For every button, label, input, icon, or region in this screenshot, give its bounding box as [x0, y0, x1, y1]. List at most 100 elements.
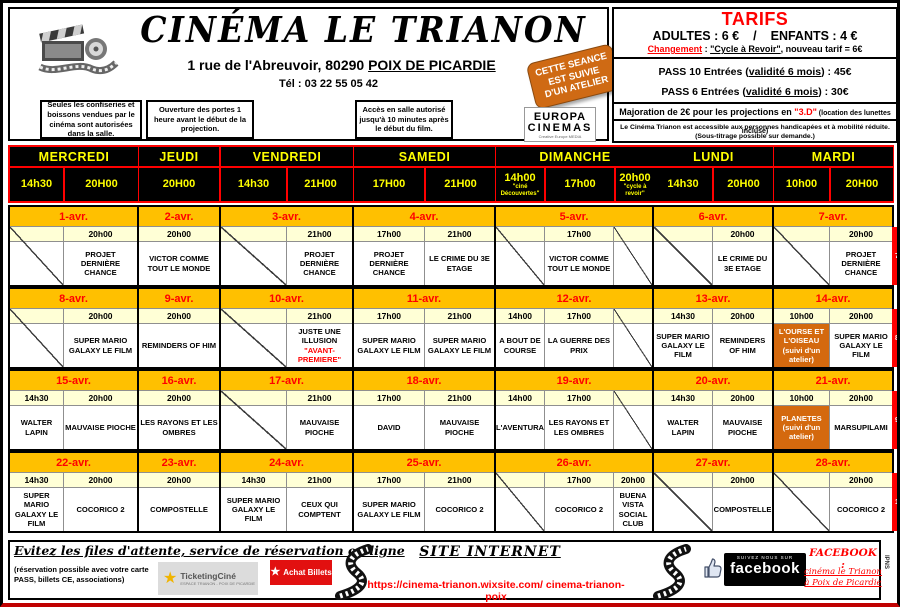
- day-column: 22-avr. 14h30 SUPER MARIO GALAXY LE FILM 20…: [10, 453, 137, 531]
- date-cell: 18-avr.: [354, 371, 494, 390]
- day-column: 26-avr. 17h00 COCORICO 2 20h00 BUENA VISTA S…: [496, 453, 652, 531]
- day-time-cell: 14h30: [10, 168, 63, 201]
- day-name: MERCREDI: [10, 147, 138, 166]
- empty-slot-diagonal: [221, 391, 286, 449]
- achat-billets-button[interactable]: ★ Achat Billets: [270, 560, 332, 585]
- film-cell: SUPER MARIO GALAXY LE FILM: [10, 488, 63, 531]
- time-cell: 21h00: [287, 473, 352, 487]
- time-cell: 14h30: [10, 473, 63, 487]
- majoration-note: (location des lunettes incluse): [741, 110, 891, 135]
- tarifs-children: ENFANTS : 4 €: [770, 29, 858, 43]
- empty-slot-diagonal: [774, 473, 829, 531]
- empty-slot-diagonal: [10, 227, 63, 285]
- date-cell: 7-avr.: [774, 207, 892, 226]
- date-cell: 27-avr.: [654, 453, 772, 472]
- time-cell: 20h00: [64, 227, 137, 241]
- changement-rest: , nouveau tarif = 6€: [780, 44, 863, 54]
- film-cell: PLANETES (suivi d'un atelier): [774, 406, 829, 449]
- film-cell: LE CRIME DU 3E ETAGE: [713, 242, 772, 285]
- empty-slot-diagonal: [221, 309, 286, 367]
- day-name: MARDI: [774, 147, 893, 166]
- day-column: 13-avr. 14h30 SUPER MARIO GALAXY LE FILM 20…: [654, 289, 772, 367]
- ticketing-subtext: ESPACE TRIANON - POIX DE PICARDIE: [180, 581, 256, 587]
- site-url-link[interactable]: https://cinema-trianon.wixsite.com/ cine…: [367, 579, 625, 603]
- week-row: 8-avr. 20h00 SUPER MARIO GALAXY LE FILM 9-a…: [8, 287, 894, 369]
- day-column: 24-avr. 14h30 SUPER MARIO GALAXY LE FILM 21…: [221, 453, 352, 531]
- date-cell: 19-avr.: [496, 371, 652, 390]
- ticketing-name: TicketingCiné: [180, 570, 236, 581]
- tarifs-changement-line: Changement : "Cycle à Revoir", nouveau t…: [614, 43, 896, 55]
- date-cell: 20-avr.: [654, 371, 772, 390]
- page-title: CINÉMA LE TRIANON: [140, 8, 587, 51]
- time-cell: 17h00: [545, 309, 613, 323]
- schedule-weeks: 1-avr. 20h00 PROJET DERNIÈRE CHANCE 2-avr. 2…: [8, 205, 894, 533]
- day-column: 6-avr. 20h00 LE CRIME DU 3E ETAGE: [654, 207, 772, 285]
- day-column: 21-avr. 10h00 PLANETES (suivi d'un atelier)…: [774, 371, 892, 449]
- time-cell: 21h00: [425, 227, 494, 241]
- time-cell: 20h00: [139, 227, 219, 241]
- time-cell: 10h00: [774, 309, 829, 323]
- week-number-tab: 8: [892, 309, 897, 367]
- reservation-note: (réservation possible avec votre carte P…: [14, 565, 149, 585]
- header-box: CINÉMA LE TRIANON 1 rue de l'Abreuvoir, …: [8, 7, 609, 141]
- date-cell: 23-avr.: [139, 453, 219, 472]
- time-cell: 20h00: [830, 227, 892, 241]
- filmstrip-icon: [650, 544, 694, 603]
- tarifs-adults: ADULTES : 6 €: [652, 29, 740, 43]
- time-cell: 20h00: [830, 309, 892, 323]
- time-cell: 21h00: [425, 473, 494, 487]
- film-cell: SUPER MARIO GALAXY LE FILM: [654, 324, 712, 367]
- film-cell: REMINDERS OF HIM: [713, 324, 772, 367]
- time-cell: 17h00: [545, 227, 613, 241]
- day-time-cell: 14h30: [654, 168, 712, 201]
- day-column: 23-avr. 20h00 COMPOSTELLE: [139, 453, 219, 531]
- tarifs-row-accessibility: Le Cinéma Trianon est accessible aux per…: [620, 124, 890, 141]
- date-cell: 26-avr.: [496, 453, 652, 472]
- day-time-cell: 17h00: [546, 168, 614, 201]
- week-number-tab: 1: [892, 473, 897, 531]
- facebook-badge[interactable]: SUIVEZ NOUS SUR facebook: [724, 553, 806, 586]
- date-cell: 15-avr.: [10, 371, 137, 390]
- film-cell: CEUX QUI COMPTENT: [287, 488, 352, 531]
- time-cell: 20h00: [64, 309, 137, 323]
- pass10-a: PASS 10 Entrées (: [658, 66, 749, 78]
- date-cell: 11-avr.: [354, 289, 494, 308]
- film-cell: PROJET DERNIÈRE CHANCE: [287, 242, 352, 285]
- facebook-label: FACEBOOK :: [809, 547, 877, 571]
- day-header-samedi: SAMEDI 17H00 21H00: [354, 147, 495, 201]
- film-cell: DAVID: [354, 406, 424, 449]
- empty-slot-diagonal: [614, 391, 652, 449]
- film-cell: COCORICO 2: [545, 488, 613, 531]
- facebook-page-link[interactable]: cinéma le Trianon à Poix de Picardie: [804, 567, 882, 589]
- film-cell: SUPER MARIO GALAXY LE FILM: [354, 488, 424, 531]
- ticketingcine-logo[interactable]: ★ TicketingCiné ESPACE TRIANON - POIX DE…: [158, 562, 258, 595]
- day-time-cell: 14h00 "ciné Découvertes": [496, 168, 544, 201]
- pass10-line: PASS 10 Entrées (validité 6 mois) : 45€: [614, 62, 896, 82]
- film-cell: WALTER LAPIN: [10, 406, 63, 449]
- time-cell: 17h00: [354, 473, 424, 487]
- filmstrip-icon: [332, 544, 376, 603]
- film-cell: COCORICO 2: [425, 488, 494, 531]
- week-row: 22-avr. 14h30 SUPER MARIO GALAXY LE FILM 20…: [8, 451, 894, 533]
- time-cell: 14h00: [496, 391, 544, 405]
- empty-slot-diagonal: [221, 227, 286, 285]
- time-cell: 20h00: [713, 473, 772, 487]
- day-name: LUNDI: [654, 147, 773, 166]
- date-cell: 4-avr.: [354, 207, 494, 226]
- thumbs-up-icon: [702, 557, 722, 584]
- star-icon: ★: [270, 566, 281, 578]
- day-name: SAMEDI: [354, 147, 495, 166]
- film-cell: MAUVAISE PIOCHE: [713, 406, 772, 449]
- time-cell: 20h00: [139, 309, 219, 323]
- time-cell: 17h00: [354, 309, 424, 323]
- time-cell: 21h00: [287, 227, 352, 241]
- film-cell: SUPER MARIO GALAXY LE FILM: [425, 324, 494, 367]
- film-cell: PROJET DERNIÈRE CHANCE: [64, 242, 137, 285]
- day-name: JEUDI: [139, 147, 219, 166]
- empty-slot-diagonal: [10, 309, 63, 367]
- film-cell: SUPER MARIO GALAXY LE FILM: [830, 324, 892, 367]
- empty-slot-diagonal: [614, 227, 652, 285]
- film-cell: PROJET DERNIÈRE CHANCE: [830, 242, 892, 285]
- majoration-3d: "3.D": [794, 107, 817, 117]
- majoration-text: Majoration de 2€ pour les projections en: [619, 107, 795, 117]
